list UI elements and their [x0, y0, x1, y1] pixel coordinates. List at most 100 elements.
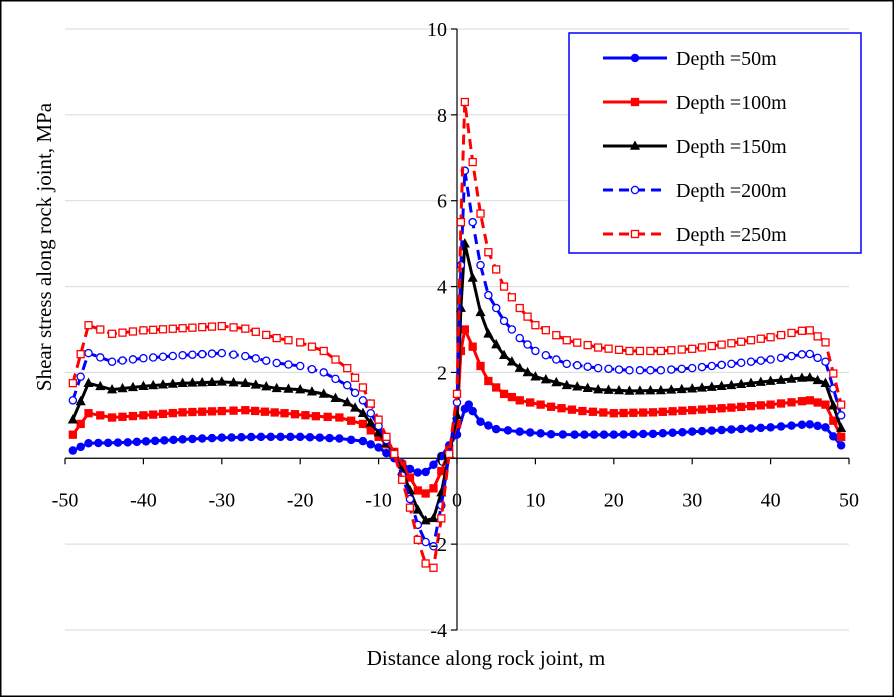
data-point [737, 402, 746, 412]
data-point [366, 399, 375, 408]
legend-label: Depth =250m [676, 224, 787, 246]
data-point [188, 323, 197, 332]
data-point [149, 325, 158, 334]
data-point [687, 383, 698, 393]
data-point [197, 349, 207, 359]
data-point [604, 364, 613, 374]
data-point [260, 407, 270, 416]
data-point [270, 408, 279, 417]
data-point [717, 404, 726, 413]
data-point [756, 356, 766, 365]
data-point [514, 362, 525, 372]
data-point [241, 406, 250, 415]
data-point [676, 383, 687, 394]
data-point [357, 407, 368, 418]
data-point [390, 449, 399, 459]
data-point [507, 293, 517, 302]
data-point [468, 342, 477, 351]
data-point [583, 340, 592, 350]
data-point [707, 426, 717, 435]
data-point [717, 425, 726, 435]
data-point [797, 326, 807, 335]
data-point [460, 97, 469, 107]
data-point [476, 209, 485, 218]
data-point [188, 434, 197, 444]
data-point [197, 434, 207, 443]
data-point [656, 346, 665, 356]
data-point [228, 376, 239, 387]
data-point [821, 338, 830, 347]
data-point [634, 385, 645, 395]
data-point [787, 398, 796, 407]
data-point [837, 432, 846, 441]
data-point [366, 440, 376, 449]
y-tick-label: 8 [437, 105, 447, 127]
data-point [573, 338, 582, 347]
data-point [821, 357, 830, 366]
data-point [295, 384, 306, 394]
data-point [787, 351, 796, 361]
data-point [562, 359, 572, 369]
data-point [836, 441, 846, 450]
data-point [599, 430, 609, 439]
data-point [168, 408, 177, 418]
data-point [229, 350, 238, 359]
data-point [261, 356, 271, 365]
data-point [678, 406, 687, 415]
data-point [805, 326, 814, 335]
data-point [526, 398, 535, 407]
data-point [118, 328, 127, 337]
data-point [374, 415, 383, 424]
data-point [491, 303, 501, 313]
y-tick-label: 10 [427, 19, 447, 41]
data-point [256, 432, 266, 442]
data-point [707, 361, 717, 371]
data-point [272, 358, 281, 368]
data-point [429, 460, 438, 469]
data-point [94, 438, 103, 448]
data-point [262, 330, 271, 340]
data-point [68, 430, 77, 439]
data-point [836, 422, 847, 433]
data-point [123, 438, 132, 447]
data-point [169, 435, 178, 445]
data-point [207, 349, 217, 358]
data-point [284, 360, 293, 369]
data-point [736, 378, 747, 389]
data-point [746, 424, 756, 433]
data-point [460, 325, 469, 334]
data-point [707, 404, 716, 414]
data-point [578, 406, 587, 416]
data-point [599, 408, 608, 417]
data-point [658, 407, 667, 416]
data-point [237, 433, 246, 442]
data-point [305, 433, 315, 442]
data-point [766, 423, 775, 432]
data-point [198, 407, 207, 416]
legend-items: Depth =50m Depth =100m Depth =150m Depth =2… [603, 48, 787, 246]
data-point [746, 336, 756, 345]
data-point [168, 324, 177, 333]
data-point [716, 380, 727, 390]
data-point [178, 324, 187, 333]
data-point [697, 405, 707, 414]
data-point [697, 426, 707, 436]
data-point [766, 355, 775, 364]
data-point [290, 410, 300, 419]
data-point [625, 366, 634, 375]
data-point [295, 432, 305, 442]
data-point [187, 377, 198, 387]
data-point [837, 400, 846, 409]
data-point [318, 388, 329, 398]
data-point [346, 435, 356, 445]
data-point [429, 563, 438, 572]
data-point [158, 409, 168, 419]
data-point [468, 406, 477, 416]
data-point [656, 366, 666, 375]
data-point [421, 537, 430, 547]
data-point [217, 348, 227, 358]
data-point [445, 449, 454, 459]
data-point [319, 346, 328, 356]
